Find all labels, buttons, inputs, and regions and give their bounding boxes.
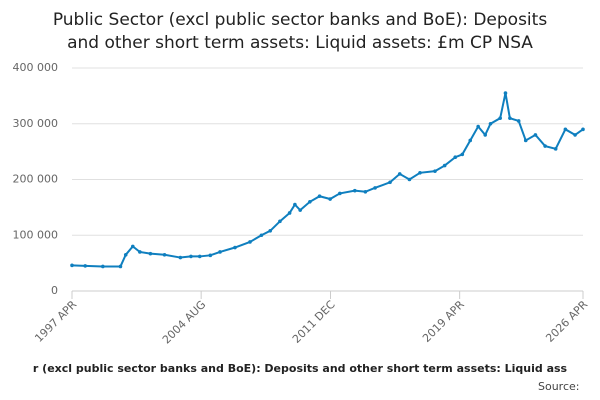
data-point (138, 250, 142, 254)
data-point (189, 254, 193, 259)
data-point (278, 219, 282, 224)
data-point (373, 186, 377, 190)
data-point (287, 211, 292, 215)
data-point (248, 240, 252, 244)
data-point (308, 200, 312, 204)
data-point (488, 121, 493, 126)
data-point (293, 202, 297, 207)
data-point (70, 263, 74, 268)
data-point (259, 233, 264, 238)
data-point (553, 147, 558, 151)
data-point (508, 116, 512, 120)
data-point (516, 119, 521, 123)
y-tick-label: 100 000 (13, 228, 59, 241)
footer: r (excl public sector banks and BoE): De… (33, 362, 568, 375)
data-point (197, 254, 202, 259)
data-point (581, 127, 585, 132)
data-point (130, 244, 135, 249)
chart-title: Public Sector (excl public sector banks … (53, 10, 548, 30)
source: Source: (538, 380, 580, 393)
data-point (483, 133, 488, 137)
data-point (468, 138, 473, 143)
x-tick-label: 2011 DEC (290, 298, 338, 346)
data-point (317, 194, 322, 199)
data-point (418, 171, 422, 175)
data-point (498, 116, 502, 120)
data-point (178, 255, 183, 260)
data-point (523, 138, 528, 143)
y-tick-label: 300 000 (13, 117, 59, 130)
data-point (83, 264, 88, 268)
data-point (218, 250, 222, 254)
y-tick-label: 0 (51, 284, 58, 297)
data-point (442, 163, 447, 168)
data-point (388, 180, 392, 185)
chart-title: and other short term assets: Liquid asse… (67, 33, 533, 53)
data-point (563, 127, 568, 132)
y-tick-label: 200 000 (13, 173, 59, 186)
data-point (162, 252, 167, 257)
x-tick-label: 1997 APR (32, 298, 79, 345)
data-point (268, 228, 273, 233)
data-point (407, 177, 412, 182)
data-point (460, 152, 465, 157)
data-point (353, 188, 357, 193)
data-point (453, 155, 458, 159)
data-point (543, 144, 547, 148)
data-point (118, 264, 123, 269)
data-point (148, 251, 153, 256)
y-tick-label: 400 000 (13, 61, 59, 74)
data-point (476, 124, 480, 129)
data-point (533, 133, 538, 137)
data-point (397, 172, 402, 176)
data-point (328, 197, 332, 201)
data-line (71, 92, 584, 268)
data-point (363, 189, 368, 194)
data-point (433, 169, 437, 173)
x-tick-label: 2004 AUG (160, 298, 209, 347)
data-point (208, 253, 213, 258)
x-tick-label: 2026 APR (543, 298, 590, 345)
data-point (338, 191, 342, 196)
data-point (233, 245, 237, 250)
data-point (298, 208, 302, 212)
x-tick-label: 2019 APR (420, 298, 467, 345)
data-point (123, 252, 128, 257)
data-point (573, 133, 577, 137)
data-point (503, 91, 508, 95)
data-point (101, 264, 105, 269)
